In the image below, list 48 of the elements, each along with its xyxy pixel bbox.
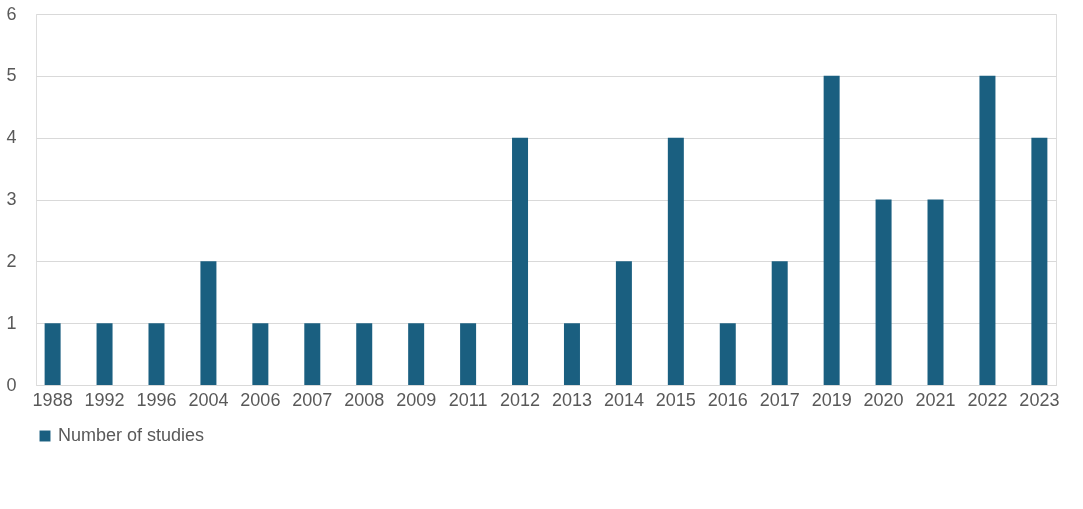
x-tick-label: 2011 [448, 389, 488, 410]
bar [1031, 137, 1048, 385]
x-tick-label: 2017 [759, 389, 800, 410]
x-tick-label: 2008 [344, 389, 385, 410]
bar [252, 323, 269, 385]
x-tick-label: 2014 [603, 389, 644, 410]
x-tick-label: 2016 [707, 389, 748, 410]
x-tick-label: 2007 [292, 389, 333, 410]
bar [44, 323, 61, 385]
x-tick-label: 2021 [915, 389, 956, 410]
bar [875, 199, 892, 385]
y-tick-label: 4 [6, 127, 17, 148]
bar [563, 323, 580, 385]
bar [408, 323, 425, 385]
x-tick-label: 1992 [84, 389, 125, 410]
x-tick-label: 1988 [32, 389, 73, 410]
bar [719, 323, 736, 385]
x-tick-label: 2004 [188, 389, 229, 410]
bar [200, 261, 217, 385]
y-tick-label: 6 [6, 3, 17, 24]
bar [148, 323, 165, 385]
bar [512, 137, 529, 385]
x-tick-label: 2023 [1019, 389, 1060, 410]
x-tick-label: 2019 [811, 389, 852, 410]
bar [304, 323, 321, 385]
y-tick-label: 3 [6, 189, 17, 209]
x-tick-label: 2012 [500, 389, 541, 410]
legend-label: Number of studies [58, 425, 205, 445]
x-tick-label: 2006 [240, 389, 281, 410]
bar [356, 323, 373, 385]
y-tick-label: 0 [6, 374, 17, 395]
bar [667, 137, 684, 385]
x-tick-label: 2022 [967, 389, 1008, 410]
bar [927, 199, 944, 385]
y-tick-label: 2 [6, 250, 17, 271]
bar [615, 261, 632, 385]
x-tick-label: 2020 [863, 389, 904, 410]
x-tick-label: 1996 [136, 389, 177, 410]
y-tick-label: 1 [6, 312, 17, 333]
x-tick-label: 2009 [396, 389, 437, 410]
bar [96, 323, 113, 385]
x-tick-label: 2013 [551, 389, 592, 410]
bar [979, 75, 996, 385]
y-tick-label: 5 [6, 65, 17, 86]
x-tick-label: 2015 [655, 389, 696, 410]
bar [460, 323, 477, 385]
bar [823, 75, 840, 385]
bar [771, 261, 788, 385]
